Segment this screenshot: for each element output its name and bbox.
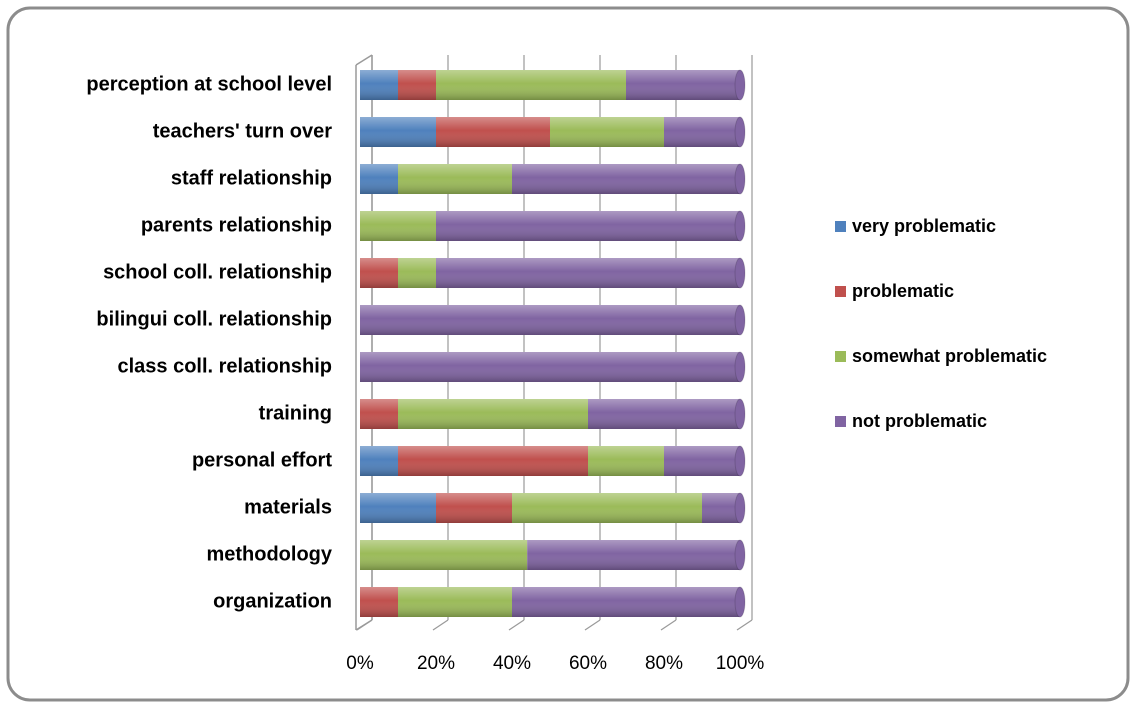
y-tick-label: personal effort (192, 449, 332, 471)
grid-floor (660, 619, 677, 631)
y-tick-label: bilingui coll. relationship (96, 308, 332, 330)
bar-shade (360, 540, 528, 570)
bar-shade (360, 493, 436, 523)
bar-shade (360, 117, 436, 147)
bar-cap (734, 69, 746, 101)
legend-swatch (835, 416, 846, 427)
legend-swatch (835, 221, 846, 232)
x-tick-label: 60% (569, 653, 607, 674)
bar-shade (436, 493, 512, 523)
y-tick-label: methodology (206, 543, 332, 565)
bar-shade (527, 540, 740, 570)
grid-floor (508, 619, 525, 631)
bar-shade (360, 352, 740, 382)
x-tick-label: 80% (645, 653, 683, 674)
top-edge (355, 54, 373, 66)
bar-shade (626, 70, 740, 100)
bar-shade (436, 70, 626, 100)
bar-cap (734, 398, 746, 430)
bar-shade (398, 164, 512, 194)
legend-swatch (835, 351, 846, 362)
x-tick-label: 100% (716, 653, 765, 674)
bar-cap (734, 445, 746, 477)
bar-shade (512, 493, 702, 523)
grid-floor (736, 619, 753, 631)
bar-shade (664, 117, 740, 147)
bar-shade (664, 446, 740, 476)
bar-shade (360, 211, 436, 241)
legend-label: problematic (852, 281, 954, 301)
bar-cap (734, 539, 746, 571)
bar-cap (734, 163, 746, 195)
bar-cap (734, 586, 746, 618)
y-tick-label: training (259, 402, 332, 424)
legend-label: not problematic (852, 411, 987, 431)
bar-shade (588, 399, 740, 429)
bar-shade (436, 211, 740, 241)
bar-shade (360, 446, 398, 476)
bar-cap (734, 304, 746, 336)
legend-label: somewhat problematic (852, 346, 1047, 366)
bar-shade (360, 70, 398, 100)
bar-shade (398, 399, 588, 429)
y-tick-label: teachers' turn over (153, 120, 332, 142)
bar-shade (398, 258, 436, 288)
bar-cap (734, 492, 746, 524)
bar-cap (734, 351, 746, 383)
grid-floor (584, 619, 601, 631)
bar-shade (360, 587, 398, 617)
bar-cap (734, 257, 746, 289)
bar-shade (588, 446, 664, 476)
y-tick-label: class coll. relationship (117, 355, 332, 377)
x-tick-label: 20% (417, 653, 455, 674)
bar-shade (550, 117, 664, 147)
bar-shade (436, 117, 550, 147)
bar-shade (360, 258, 398, 288)
y-tick-label: organization (213, 590, 332, 612)
bar-shade (398, 446, 588, 476)
y-tick-label: parents relationship (141, 214, 332, 236)
y-tick-label: materials (244, 496, 332, 518)
bar-shade (360, 399, 398, 429)
bar-cap (734, 210, 746, 242)
legend-swatch (835, 286, 846, 297)
x-tick-label: 40% (493, 653, 531, 674)
x-tick-label: 0% (346, 653, 374, 674)
y-tick-label: perception at school level (86, 73, 332, 95)
bar-cap (734, 116, 746, 148)
grid-floor (356, 619, 373, 631)
bar-shade (360, 164, 398, 194)
y-tick-label: school coll. relationship (103, 261, 332, 283)
bar-shade (398, 587, 512, 617)
y-tick-label: staff relationship (171, 167, 332, 189)
bar-shade (398, 70, 436, 100)
bar-shade (360, 305, 740, 335)
legend-label: very problematic (852, 216, 996, 236)
bar-shade (512, 164, 740, 194)
bar-shade (512, 587, 740, 617)
bar-shade (436, 258, 740, 288)
grid-floor (432, 619, 449, 631)
bar-shade (702, 493, 740, 523)
